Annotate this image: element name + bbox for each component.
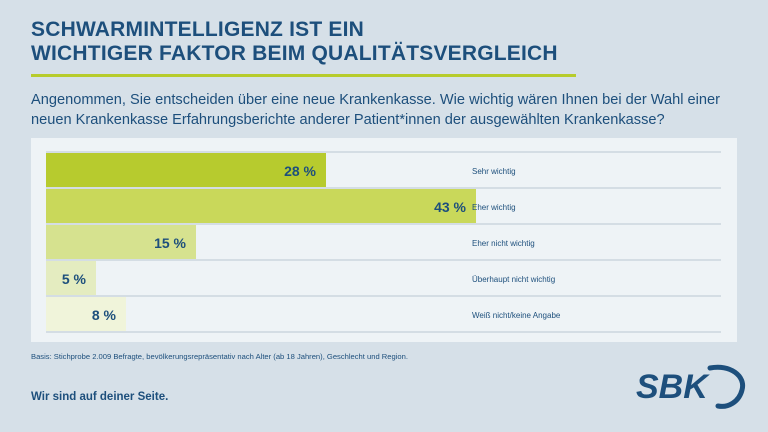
logo-swoosh-icon	[707, 364, 746, 409]
title-line-2: WICHTIGER FAKTOR BEIM QUALITÄTSVERGLEICH	[31, 42, 558, 65]
value-label: 8 %	[92, 307, 117, 323]
bar-2	[46, 189, 476, 223]
title-underline	[31, 74, 576, 77]
title-line-1: SCHWARMINTELLIGENZ IST EIN	[31, 18, 365, 41]
category-label: Eher wichtig	[472, 203, 516, 212]
category-label: Weiß nicht/keine Angabe	[472, 311, 561, 320]
logo-wordmark: SBK	[636, 368, 710, 406]
chart-panel: 28 % Sehr wichtig 43 % Eher wichtig 15 % Eher…	[31, 138, 737, 342]
bar-4	[46, 261, 96, 295]
category-label: Eher nicht wichtig	[472, 239, 535, 248]
category-label: Sehr wichtig	[472, 167, 516, 176]
bar-3	[46, 225, 196, 259]
page-title: SCHWARMINTELLIGENZ IST EIN WICHTIGER FAK…	[31, 18, 558, 66]
bar-chart: 28 % Sehr wichtig 43 % Eher wichtig 15 % Eher…	[46, 151, 721, 333]
value-label: 28 %	[284, 163, 316, 179]
survey-question: Angenommen, Sie entscheiden über eine ne…	[31, 92, 721, 128]
bar-1	[46, 153, 326, 187]
slogan: Wir sind auf deiner Seite.	[31, 391, 169, 403]
value-label: 5 %	[62, 271, 87, 287]
basis-note: Basis: Stichprobe 2.009 Befragte, bevölk…	[31, 352, 408, 361]
value-label: 43 %	[434, 199, 466, 215]
category-label: Überhaupt nicht wichtig	[472, 275, 555, 284]
value-label: 15 %	[154, 235, 186, 251]
sbk-logo: SBK	[632, 360, 752, 417]
bar-5	[46, 297, 126, 331]
